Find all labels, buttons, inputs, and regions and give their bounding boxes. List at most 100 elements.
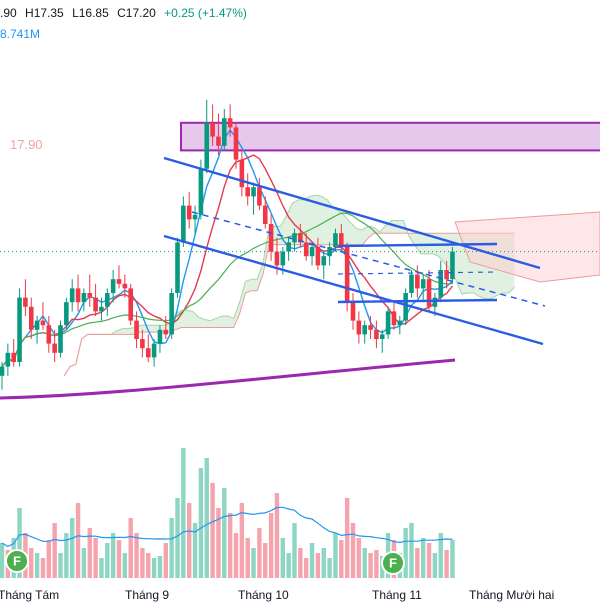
volume-bar xyxy=(339,540,344,578)
candle-body xyxy=(450,251,455,280)
volume-bar xyxy=(157,556,163,578)
candle-body xyxy=(274,251,280,266)
x-tick-oct: Tháng 10 xyxy=(238,588,289,602)
volume-bar xyxy=(257,528,262,578)
candle-body xyxy=(181,205,186,243)
candle-body xyxy=(315,247,321,266)
ma-slow-line xyxy=(1,212,453,367)
volume-bar xyxy=(93,538,98,578)
candle-body xyxy=(216,136,221,146)
volume-bar xyxy=(327,558,332,578)
candle-body xyxy=(368,325,373,330)
close-value: C17.20 xyxy=(117,6,156,20)
volume-bar xyxy=(368,553,373,578)
candle-body xyxy=(105,293,110,307)
volume-bar xyxy=(356,538,362,578)
volume-bar xyxy=(140,548,145,578)
candle-body xyxy=(145,348,151,358)
candle-body xyxy=(34,320,40,330)
candle-body xyxy=(292,233,297,243)
volume-bar xyxy=(251,548,256,578)
volume-bar xyxy=(233,533,239,578)
volume-bar xyxy=(421,538,426,578)
volume-bar xyxy=(204,458,209,578)
volume-bar xyxy=(175,498,180,578)
channel-mid-dashed-line xyxy=(191,211,546,307)
candle-body xyxy=(175,242,180,293)
volume-bar xyxy=(409,523,414,578)
candle-body xyxy=(110,279,116,293)
volume-bar xyxy=(344,498,350,578)
volume-bar xyxy=(403,528,408,578)
volume-bar xyxy=(263,543,268,578)
candle-body xyxy=(432,297,438,307)
candle-body xyxy=(251,187,256,197)
ma-fast-line xyxy=(1,129,453,368)
volume-bar xyxy=(298,548,303,578)
candle-body xyxy=(403,293,408,321)
candle-body xyxy=(87,293,93,298)
candle-body xyxy=(309,247,315,257)
volume-bar xyxy=(70,518,75,578)
x-tick-dec: Tháng Mười hai xyxy=(469,588,555,602)
flag-icon xyxy=(5,549,29,573)
box-mid-dashed-line xyxy=(337,271,498,275)
candle-body xyxy=(415,274,420,289)
volume-bar xyxy=(181,448,186,578)
cloud-future-fill xyxy=(454,211,600,283)
candle-body xyxy=(426,279,432,307)
candle-body xyxy=(64,302,69,326)
candle-body xyxy=(438,270,444,298)
candle-body xyxy=(40,320,46,326)
volume-bar xyxy=(315,553,321,578)
volume-bar xyxy=(198,468,204,578)
volume-bar xyxy=(75,503,81,578)
candle-body xyxy=(0,366,5,376)
change-value: +0.25 (+1.47%) xyxy=(164,6,247,20)
volume-bar xyxy=(187,503,192,578)
box-lower-line xyxy=(337,298,498,304)
volume-bar xyxy=(122,553,128,578)
candle-body xyxy=(298,233,303,243)
volume-legend: 8.741M xyxy=(0,27,45,41)
candle-body xyxy=(11,352,16,362)
volume-bar xyxy=(116,540,122,578)
volume-bar xyxy=(105,543,110,578)
candle-body xyxy=(122,283,128,289)
candle-body xyxy=(5,352,11,367)
volume-bar xyxy=(350,523,356,578)
ohlc-legend: .90 H17.35 L16.85 C17.20 +0.25 (+1.47%) xyxy=(0,6,252,20)
volume-bar xyxy=(99,558,104,578)
candle-body xyxy=(444,270,449,280)
ma-long-line xyxy=(0,358,456,400)
x-tick-aug: Tháng Tám xyxy=(0,588,60,602)
channel-upper-line xyxy=(163,156,541,270)
volume-bar xyxy=(169,518,174,578)
volume-bar xyxy=(163,543,168,578)
candle-body xyxy=(17,297,22,362)
zone-rect xyxy=(180,121,600,152)
candle-body xyxy=(204,122,210,169)
volume-ma-line xyxy=(1,506,453,548)
volume-bar xyxy=(216,508,221,578)
volume-bar xyxy=(415,548,420,578)
volume-bar xyxy=(362,548,367,578)
candle-body xyxy=(385,311,391,335)
candle-body xyxy=(151,343,157,358)
volume-bar xyxy=(29,548,34,578)
candle-body xyxy=(192,214,198,220)
high-value: H17.35 xyxy=(25,6,64,20)
box-upper-line xyxy=(337,242,498,248)
volume-bar xyxy=(286,553,291,578)
candle-body xyxy=(321,256,327,266)
volume-bar xyxy=(245,538,250,578)
volume-bar xyxy=(444,550,449,578)
candle-body xyxy=(222,118,227,146)
volume-bar xyxy=(292,523,297,578)
volume-bar xyxy=(64,533,69,578)
candle-body xyxy=(333,233,338,247)
candle-body xyxy=(350,302,356,321)
volume-bar xyxy=(227,513,233,578)
